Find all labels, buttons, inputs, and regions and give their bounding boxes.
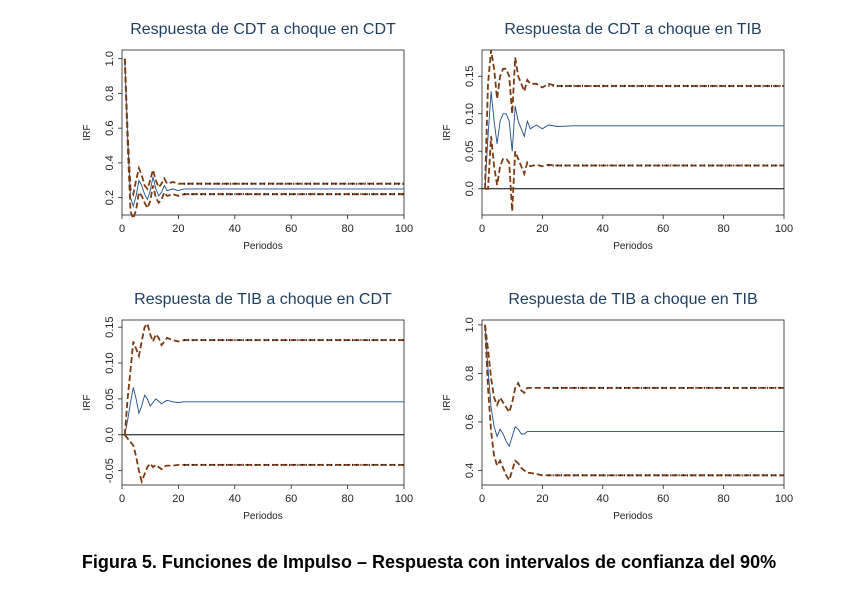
- y-tick-label: 0.8: [104, 86, 116, 101]
- y-tick-label: 0.05: [464, 141, 476, 162]
- y-tick-label: 0.0: [464, 181, 476, 196]
- confidence-lower-line: [484, 324, 784, 483]
- y-axis-label: IRF: [442, 394, 453, 410]
- y-tick-label: 0.4: [104, 155, 116, 170]
- x-tick-label: 80: [341, 493, 353, 505]
- y-tick-label: 0.10: [104, 352, 116, 373]
- confidence-lower-line: [485, 136, 784, 212]
- x-tick-label: 80: [717, 493, 729, 505]
- x-tick-label: 80: [341, 223, 353, 235]
- confidence-upper-line: [484, 49, 784, 189]
- irf-line: [124, 387, 404, 435]
- irf-line: [484, 324, 784, 448]
- x-tick-label: 80: [717, 223, 729, 235]
- irf-chart-tib-tib: Respuesta de TIB a choque en TIB 0 20 40 60 8…: [442, 291, 793, 522]
- x-axis-label: Periodos: [613, 241, 652, 252]
- y-axis-label: IRF: [442, 124, 453, 140]
- x-axis-label: Periodos: [243, 241, 282, 252]
- y-tick-label: 1.0: [104, 51, 116, 66]
- x-tick-label: 100: [775, 223, 793, 235]
- x-tick-label: 40: [229, 493, 241, 505]
- y-tick-label: 0.15: [464, 66, 476, 87]
- irf-chart-cdt-cdt: Respuesta de CDT a choque en CDT 0 20 40 60 8…: [82, 21, 413, 252]
- panel-tib-cdt: Respuesta de TIB a choque en CDT 0 20 40 60 8…: [0, 270, 430, 545]
- confidence-upper-line: [123, 58, 404, 197]
- x-tick-label: 60: [285, 223, 297, 235]
- y-tick-label: 1.0: [464, 317, 476, 332]
- confidence-upper-line: [484, 324, 784, 415]
- chart-title: Respuesta de TIB a choque en CDT: [134, 291, 392, 308]
- x-tick-label: 0: [479, 493, 485, 505]
- panel-cdt-cdt: Respuesta de CDT a choque en CDT 0 20 40 60 8…: [0, 0, 430, 275]
- y-axis-label: IRF: [82, 394, 93, 410]
- irf-chart-cdt-tib: Respuesta de CDT a choque en TIB 0 20 40 60 8…: [442, 21, 793, 252]
- figure-caption: Figura 5. Funciones de Impulso – Respues…: [81, 552, 777, 572]
- x-tick-label: 20: [536, 493, 548, 505]
- y-tick-label: 0.4: [464, 463, 476, 478]
- x-tick-label: 100: [395, 493, 413, 505]
- y-tick-label: 0.15: [104, 316, 116, 337]
- irf-chart-tib-cdt: Respuesta de TIB a choque en CDT 0 20 40 60 8…: [82, 291, 413, 522]
- y-tick-label: 0.2: [104, 190, 116, 205]
- y-tick-label: 0.6: [464, 414, 476, 429]
- x-tick-label: 20: [172, 223, 184, 235]
- x-tick-label: 40: [597, 223, 609, 235]
- x-tick-label: 0: [479, 223, 485, 235]
- plot-frame: [481, 319, 785, 486]
- panel-tib-tib: Respuesta de TIB a choque en TIB 0 20 40 60 8…: [430, 270, 858, 545]
- y-tick-label: 0.0: [104, 427, 116, 442]
- chart-title: Respuesta de TIB a choque en TIB: [508, 291, 757, 308]
- x-tick-label: 40: [597, 493, 609, 505]
- x-tick-label: 0: [119, 493, 125, 505]
- x-tick-label: 60: [285, 493, 297, 505]
- x-tick-label: 20: [172, 493, 184, 505]
- plot-frame: [121, 319, 405, 486]
- y-axis-label: IRF: [82, 124, 93, 140]
- x-tick-label: 100: [395, 223, 413, 235]
- x-tick-label: 60: [657, 223, 669, 235]
- x-tick-label: 20: [536, 223, 548, 235]
- y-tick-label: 0.10: [464, 103, 476, 124]
- x-tick-label: 0: [119, 223, 125, 235]
- x-tick-label: 40: [229, 223, 241, 235]
- y-tick-label: 0.05: [104, 388, 116, 409]
- y-tick-label: 0.6: [104, 121, 116, 136]
- chart-title: Respuesta de CDT a choque en TIB: [504, 21, 761, 38]
- chart-title: Respuesta de CDT a choque en CDT: [130, 21, 396, 38]
- plot-frame: [121, 49, 405, 216]
- confidence-lower-line: [124, 434, 404, 485]
- x-axis-label: Periodos: [243, 511, 282, 522]
- panel-cdt-tib: Respuesta de CDT a choque en TIB 0 20 40 60 8…: [430, 0, 858, 275]
- y-tick-label: -0.05: [104, 458, 116, 483]
- plot-frame: [481, 49, 785, 216]
- irf-line: [124, 58, 404, 208]
- x-axis-label: Periodos: [613, 511, 652, 522]
- x-tick-label: 60: [657, 493, 669, 505]
- y-tick-label: 0.8: [464, 366, 476, 381]
- x-tick-label: 100: [775, 493, 793, 505]
- irf-line: [484, 91, 784, 189]
